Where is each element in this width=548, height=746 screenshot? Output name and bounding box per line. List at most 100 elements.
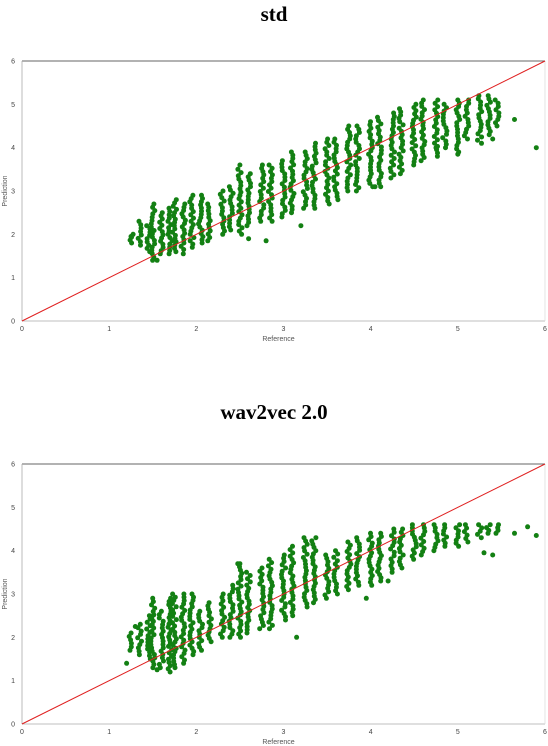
scatter-point xyxy=(495,100,501,106)
x-tick-label: 4 xyxy=(369,729,373,736)
scatter-point xyxy=(174,206,179,212)
scatter-point xyxy=(154,667,160,673)
scatter-point xyxy=(353,159,359,165)
scatter-point xyxy=(279,211,285,217)
scatter-point xyxy=(135,635,141,641)
scatter-point xyxy=(206,600,212,606)
scatter-point xyxy=(388,556,394,562)
scatter-point xyxy=(400,526,406,532)
scatter-point xyxy=(413,143,419,149)
scatter-point xyxy=(453,525,459,531)
scatter-point xyxy=(347,172,353,178)
scatter-point xyxy=(433,145,439,151)
scatter-point xyxy=(512,530,517,536)
scatter-point xyxy=(420,97,426,103)
y-tick-label: 6 xyxy=(11,59,15,66)
scatter-point xyxy=(375,124,381,130)
x-tick-label: 5 xyxy=(456,729,460,736)
x-tick-label: 0 xyxy=(20,729,24,736)
scatter-point xyxy=(247,573,253,578)
scatter-point xyxy=(173,617,179,623)
scatter-point xyxy=(152,605,158,611)
y-axis-label: Prediction xyxy=(2,175,9,206)
scatter-point xyxy=(492,97,498,103)
y-tick-label: 2 xyxy=(11,635,15,642)
scatter-point xyxy=(396,125,402,131)
scatter-point xyxy=(443,138,449,144)
scatter-point xyxy=(196,641,202,647)
chart-title-wav2vec: wav2vec 2.0 xyxy=(220,400,328,424)
scatter-point xyxy=(235,166,241,172)
scatter-point xyxy=(173,604,179,610)
scatter-point xyxy=(151,201,157,207)
scatter-point xyxy=(288,149,294,155)
scatter-point xyxy=(391,549,397,555)
scatter-point xyxy=(332,136,338,142)
scatter-point xyxy=(182,657,187,663)
x-tick-label: 6 xyxy=(543,326,547,333)
scatter-point xyxy=(261,202,267,208)
scatter-point xyxy=(533,145,539,151)
scatter-point xyxy=(440,135,446,141)
scatter-point xyxy=(490,136,496,142)
scatter-point xyxy=(237,162,243,168)
reference-line xyxy=(21,60,546,322)
scatter-point xyxy=(237,561,243,567)
scatter-point xyxy=(533,533,539,538)
scatter-point xyxy=(478,535,484,541)
scatter-point xyxy=(409,522,415,528)
scatter-point xyxy=(160,618,166,624)
scatter-point xyxy=(257,189,263,194)
x-tick-label: 5 xyxy=(456,326,460,333)
scatter-point xyxy=(227,592,233,598)
scatter-point xyxy=(187,238,193,244)
scatter-point xyxy=(300,189,306,195)
scatter-point xyxy=(333,548,338,554)
scatter-point xyxy=(302,149,308,155)
scatter-point xyxy=(363,595,369,601)
y-tick-label: 0 xyxy=(11,319,15,326)
scatter-point xyxy=(444,534,450,540)
scatter-point xyxy=(257,626,263,632)
y-tick-label: 1 xyxy=(11,678,15,685)
scatter-point xyxy=(388,175,394,181)
scatter-point xyxy=(331,174,337,180)
x-tick-label: 1 xyxy=(107,729,111,736)
scatter-point xyxy=(128,630,134,636)
scatter-point xyxy=(150,595,156,601)
scatter-point xyxy=(313,140,318,146)
scatter-point xyxy=(151,228,157,233)
x-tick-label: 4 xyxy=(369,326,373,333)
scatter-point xyxy=(434,127,440,133)
scatter-point xyxy=(356,185,362,191)
scatter-point xyxy=(479,134,485,140)
scatter-point xyxy=(496,110,502,116)
scatter-point xyxy=(166,656,171,662)
x-tick-label: 3 xyxy=(282,729,286,736)
scatter-point xyxy=(298,223,304,229)
scatter-point xyxy=(244,569,249,575)
scatter-point xyxy=(263,238,269,244)
scatter-point xyxy=(265,189,271,194)
scatter-point xyxy=(288,165,293,171)
scatter-point xyxy=(156,661,162,667)
scatter-point xyxy=(442,522,448,528)
scatter-point xyxy=(375,114,380,120)
scatter-point xyxy=(322,146,328,152)
scatter-point xyxy=(197,608,203,614)
scatter-point xyxy=(378,530,384,536)
scatter-point xyxy=(475,137,480,143)
scatter-point xyxy=(159,210,165,216)
scatter-chart-std: 0 1 2 3 4 5 6 0 1 2 3 4 5 6 Reference Prediction xyxy=(2,59,547,344)
scatter-point xyxy=(348,162,354,168)
y-tick-label: 6 xyxy=(11,462,15,469)
scatter-point xyxy=(218,631,223,637)
scatter-point xyxy=(230,628,236,634)
scatter-point xyxy=(431,522,437,528)
scatter-point xyxy=(170,620,175,626)
scatter-point xyxy=(144,619,150,625)
x-axis-label: Reference xyxy=(262,739,294,746)
scatter-point xyxy=(323,159,329,165)
scatter-point xyxy=(128,644,134,650)
scatter-points xyxy=(124,522,539,675)
